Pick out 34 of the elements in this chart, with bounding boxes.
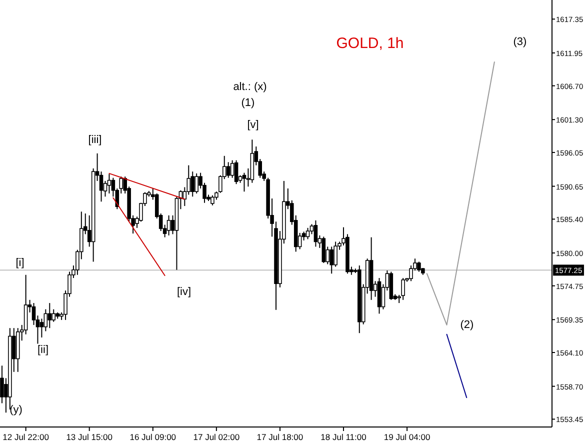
candlestick [314, 220, 318, 248]
candlestick [48, 302, 52, 329]
candlestick [194, 172, 198, 194]
x-tick-label: 17 Jul 18:00 [256, 432, 304, 442]
x-tick-label: 18 Jul 11:00 [320, 432, 367, 442]
annotation: [i] [16, 256, 24, 269]
x-tick-label: 13 Jul 15:00 [66, 432, 113, 442]
annotation: (2) [460, 318, 474, 331]
candlestick [52, 308, 56, 322]
candlestick [322, 236, 326, 264]
candlestick [234, 160, 238, 185]
annotation: [iii] [88, 134, 102, 146]
x-tick-label: 19 Jul 04:00 [384, 432, 430, 442]
candlestick [230, 160, 234, 178]
text: GOLD, 1h [336, 35, 404, 52]
annotation: [ii] [38, 344, 48, 356]
x-tick-label: 17 Jul 02:00 [193, 432, 240, 442]
annotation: (3) [513, 36, 527, 48]
x-tick-label: 12 Jul 22:00 [2, 432, 50, 442]
candlestick [107, 174, 112, 194]
candlestick [226, 162, 230, 178]
x-tick-label: 16 Jul 09:00 [130, 432, 176, 442]
candlestick [417, 261, 421, 272]
candlestick [166, 214, 171, 236]
candlestick [242, 172, 246, 192]
candlestick [210, 194, 214, 206]
candlestick [401, 277, 405, 300]
annotation: (y) [10, 404, 22, 416]
candlestick [306, 227, 310, 240]
annotation: (1) [241, 96, 255, 109]
annotation: alt.: (x) [233, 80, 267, 93]
annotation: [iv] [176, 286, 192, 298]
annotation: [v] [247, 118, 259, 131]
candlestick [330, 246, 334, 274]
